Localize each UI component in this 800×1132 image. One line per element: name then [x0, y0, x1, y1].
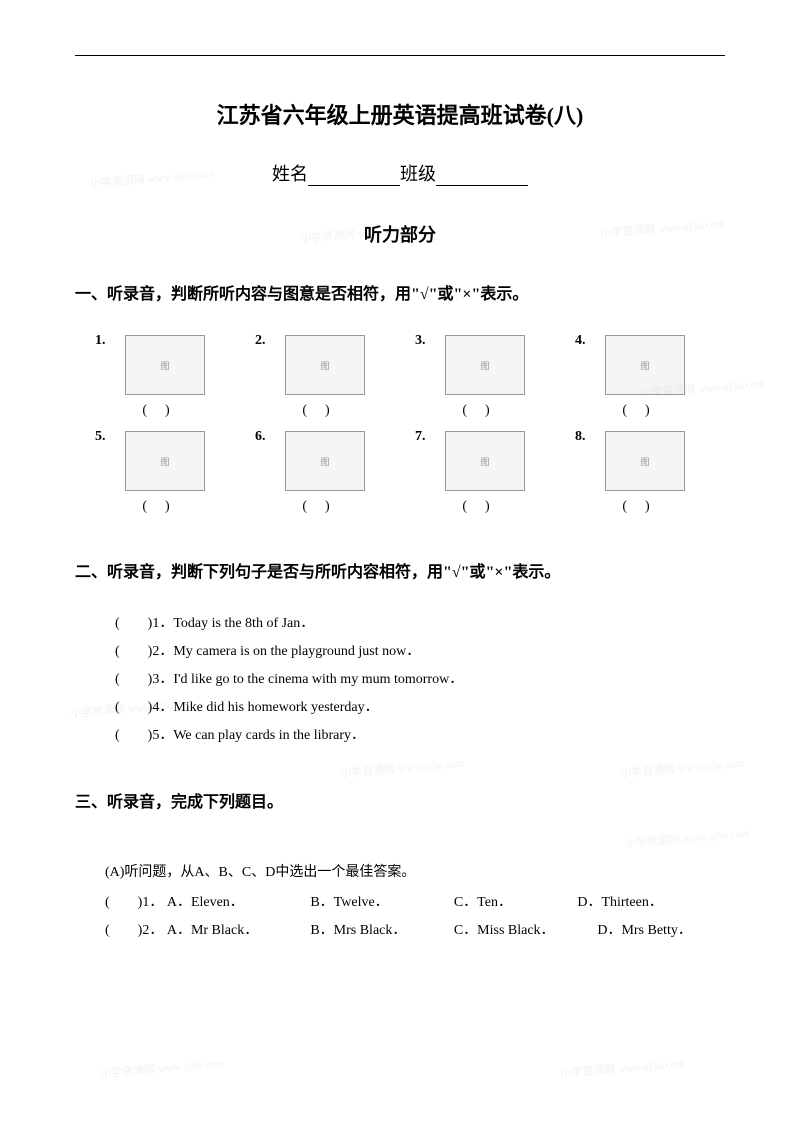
image-item: 4. 图 ()	[565, 333, 725, 419]
item-number: 4.	[575, 333, 586, 349]
image-item: 2. 图 ()	[245, 333, 405, 419]
sentence-item: ( )2．My camera is on the playground just…	[115, 638, 725, 666]
image-item: 5. 图 ()	[85, 429, 245, 515]
item-number: 5.	[95, 429, 106, 445]
choice-b: B．Mrs Black．	[310, 917, 420, 945]
name-label: 姓名	[272, 164, 308, 184]
class-input-line[interactable]	[436, 166, 528, 186]
part3-sub-a: (A)听问题，从A、B、C、D中选出一个最佳答案。	[75, 861, 725, 881]
answer-paren[interactable]: ()	[142, 403, 187, 419]
name-input-line[interactable]	[308, 166, 400, 186]
answer-paren[interactable]: ()	[462, 403, 507, 419]
question-image: 图	[600, 333, 690, 398]
choice-c: C．Miss Black．	[454, 917, 564, 945]
sentence-item: ( )4．Mike did his homework yesterday．	[115, 694, 725, 722]
answer-paren[interactable]: ()	[302, 499, 347, 515]
image-item: 3. 图 ()	[405, 333, 565, 419]
item-number: 3.	[415, 333, 426, 349]
name-class-row: 姓名 班级	[75, 160, 725, 186]
choice-d: D．Mrs Betty．	[597, 917, 692, 945]
choice-d: D．Thirteen．	[577, 889, 663, 917]
answer-paren[interactable]: ()	[302, 403, 347, 419]
choice-prefix: ( )2．	[105, 923, 163, 938]
part1-instruction: 一、听录音，判断所听内容与图意是否相符，用"√"或"×"表示。	[75, 282, 725, 308]
question-image: 图	[120, 333, 210, 398]
sentence-list: ( )1．Today is the 8th of Jan． ( )2．My ca…	[75, 610, 725, 750]
watermark: 小学资源网 www.xj5u.com	[340, 755, 466, 782]
choice-c: C．Ten．	[454, 889, 544, 917]
watermark: 小学资源网 www.xj5u.com	[100, 1055, 226, 1082]
item-number: 7.	[415, 429, 426, 445]
image-item: 7. 图 ()	[405, 429, 565, 515]
choice-row: ( )1． A．Eleven． B．Twelve． C．Ten． D．Thirt…	[75, 889, 725, 917]
choice-row: ( )2． A．Mr Black． B．Mrs Black． C．Miss Bl…	[75, 917, 725, 945]
answer-paren[interactable]: ()	[462, 499, 507, 515]
sentence-item: ( )3．I'd like go to the cinema with my m…	[115, 666, 725, 694]
part3-instruction: 三、听录音，完成下列题目。	[75, 790, 725, 816]
listening-section-title: 听力部分	[75, 221, 725, 247]
choice-a: A．Mr Black．	[167, 917, 277, 945]
question-image: 图	[280, 333, 370, 398]
image-item: 6. 图 ()	[245, 429, 405, 515]
answer-paren[interactable]: ()	[622, 403, 667, 419]
item-number: 6.	[255, 429, 266, 445]
top-divider	[75, 55, 725, 56]
watermark: 小学资源网 www.xj5u.com	[560, 1055, 686, 1082]
sentence-item: ( )5．We can play cards in the library．	[115, 722, 725, 750]
answer-paren[interactable]: ()	[622, 499, 667, 515]
part2-instruction: 二、听录音，判断下列句子是否与所听内容相符，用"√"或"×"表示。	[75, 560, 725, 586]
question-image: 图	[280, 429, 370, 494]
image-item: 8. 图 ()	[565, 429, 725, 515]
choice-prefix: ( )1．	[105, 895, 163, 910]
item-number: 1.	[95, 333, 106, 349]
image-item: 1. 图 ()	[85, 333, 245, 419]
answer-paren[interactable]: ()	[142, 499, 187, 515]
class-label: 班级	[400, 164, 436, 184]
choice-b: B．Twelve．	[310, 889, 420, 917]
sentence-item: ( )1．Today is the 8th of Jan．	[115, 610, 725, 638]
item-number: 2.	[255, 333, 266, 349]
exam-title: 江苏省六年级上册英语提高班试卷(八)	[75, 98, 725, 130]
question-image: 图	[440, 333, 530, 398]
image-grid: 1. 图 () 2. 图 () 3. 图 () 4. 图 () 5. 图 () …	[75, 333, 725, 525]
question-image: 图	[120, 429, 210, 494]
question-image: 图	[440, 429, 530, 494]
choice-a: A．Eleven．	[167, 889, 277, 917]
question-image: 图	[600, 429, 690, 494]
watermark: 小学资源网 www.xj5u.com	[620, 755, 746, 782]
item-number: 8.	[575, 429, 586, 445]
